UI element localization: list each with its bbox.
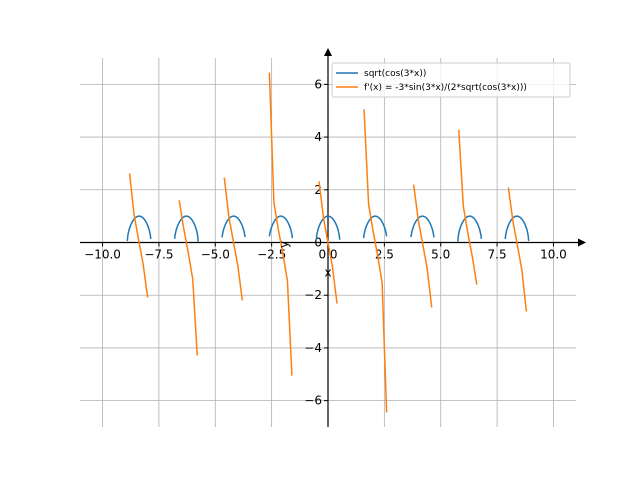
series-derivative-segment-5	[318, 181, 338, 304]
x-tick-label: 0.0	[318, 248, 337, 262]
x-tick-label: 10.0	[540, 248, 567, 262]
y-tick-label: 0	[314, 236, 322, 250]
series-derivative-segment-8	[458, 129, 478, 285]
series-derivative-segment-9	[507, 187, 528, 312]
legend: sqrt(cos(3*x)) f'(x) = -3*sin(3*x)/(2*sq…	[331, 62, 571, 98]
y-tick-label: 2	[314, 183, 322, 197]
legend-label-derivative: f'(x) = -3*sin(3*x)/(2*sqrt(cos(3*x)))	[364, 83, 527, 93]
series-sqrt-segment-2	[221, 215, 246, 238]
x-tick-label: 7.5	[488, 248, 507, 262]
series-sqrt-segment-5	[362, 215, 388, 239]
x-tick-label: −5.0	[201, 248, 230, 262]
y-tick-label: −6	[304, 394, 322, 408]
ticks: −10.0 −7.5 −5.0 −2.5 0.0 2.5 5.0 7.5 10.0 −6 −4 −2 0…	[84, 77, 567, 407]
series-sqrt-segment-7	[457, 215, 483, 242]
y-tick-label: 6	[314, 77, 322, 91]
series-sqrt-segment-4	[315, 215, 341, 240]
y-tick-label: 4	[314, 130, 322, 144]
y-axis-arrow	[324, 48, 332, 56]
series-derivative-segment-4	[268, 72, 293, 376]
series	[126, 72, 530, 413]
series-derivative-segment-7	[412, 184, 433, 308]
y-axis-label: y	[277, 241, 291, 248]
x-axis-arrow	[578, 238, 586, 247]
series-sqrt-segment-0	[126, 215, 152, 241]
legend-label-sqrt: sqrt(cos(3*x))	[364, 69, 426, 79]
series-derivative-segment-3	[223, 177, 244, 301]
legend-box	[331, 62, 571, 98]
x-tick-label: −7.5	[144, 248, 173, 262]
y-tick-label: −2	[304, 288, 322, 302]
x-tick-label: −2.5	[257, 248, 286, 262]
series-sqrt-segment-1	[173, 215, 199, 242]
series-derivative-segment-2	[178, 200, 198, 356]
x-tick-label: 5.0	[431, 248, 450, 262]
y-tick-label: −4	[304, 341, 322, 355]
series-sqrt-segment-8	[504, 215, 530, 241]
series-sqrt-segment-6	[410, 215, 435, 238]
x-axis-label: x	[324, 266, 331, 280]
series-sqrt-segment-3	[268, 215, 294, 239]
x-tick-label: 2.5	[375, 248, 394, 262]
series-derivative-segment-6	[363, 109, 388, 413]
x-tick-label: −10.0	[84, 248, 121, 262]
axes	[80, 48, 586, 427]
series-derivative-segment-1	[128, 173, 149, 298]
